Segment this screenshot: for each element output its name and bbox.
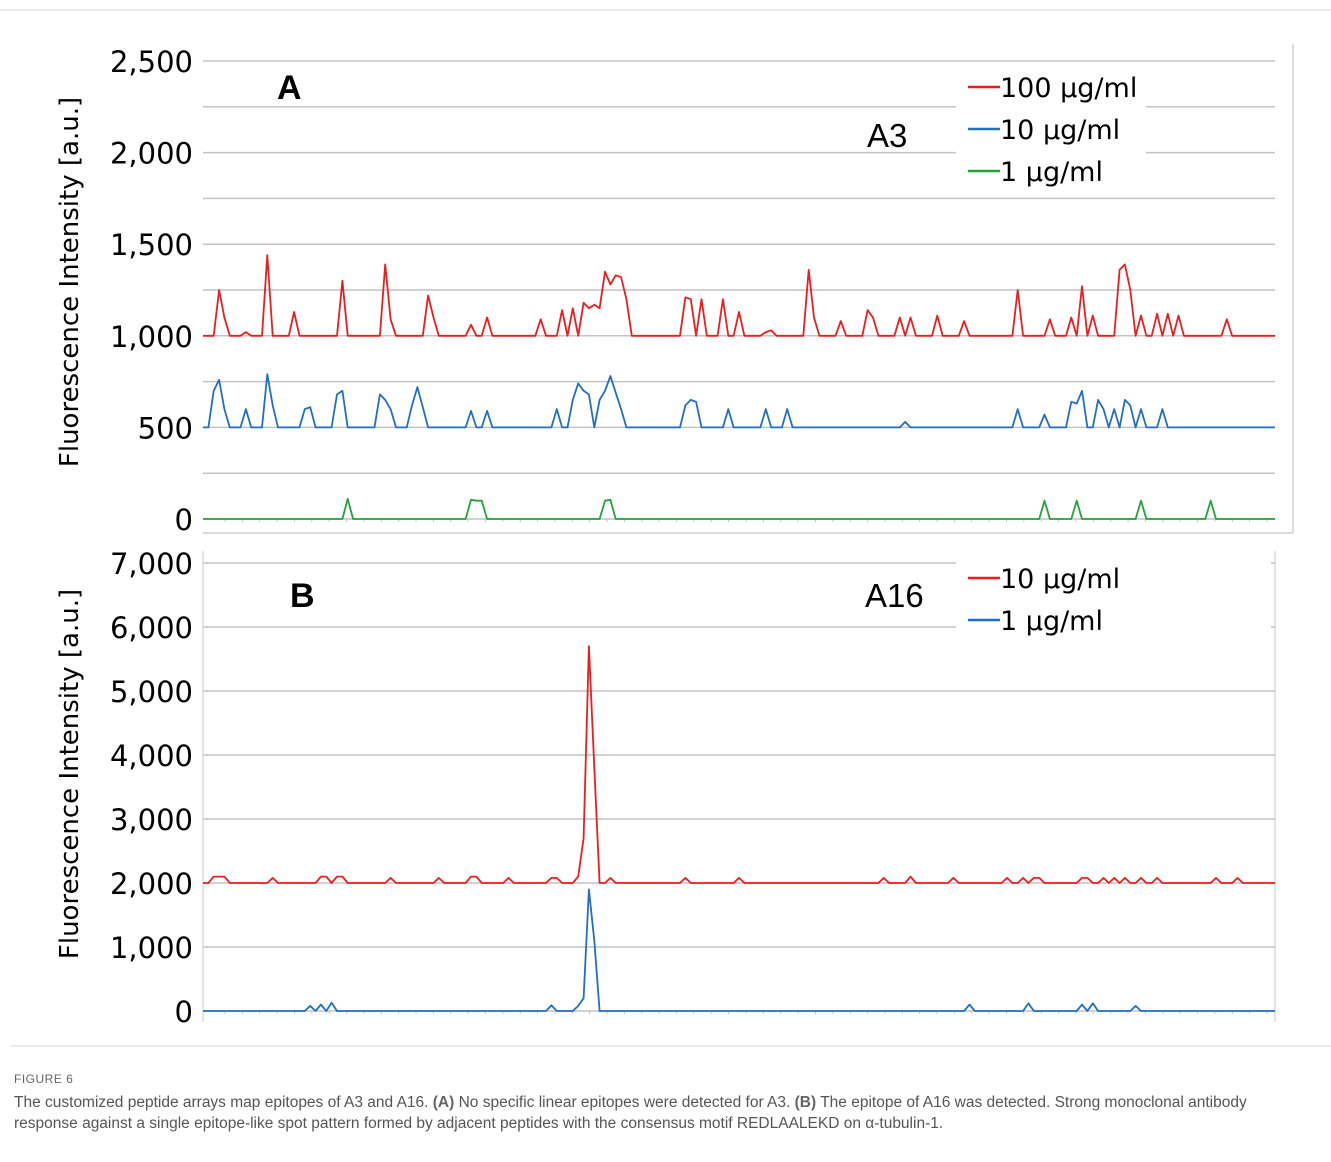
y-tick-label-a: 1,000 bbox=[110, 320, 193, 354]
legend-a: 100 µg/ml 10 µg/ml 1 µg/ml bbox=[968, 73, 1137, 188]
y-tick-label-b: 7,000 bbox=[110, 547, 193, 581]
y-tick-label-b: 4,000 bbox=[110, 739, 193, 773]
caption-b-label: (B) bbox=[794, 1094, 817, 1111]
caption-b-text: The epitope of A16 was detected. Strong … bbox=[14, 1094, 1247, 1132]
y-tick-label-b: 5,000 bbox=[110, 675, 193, 709]
legend-label-b-0: 10 µg/ml bbox=[1000, 564, 1120, 595]
legend-label-a-2: 1 µg/ml bbox=[1000, 157, 1103, 188]
y-axis-label-a: Fluorescence Intensity [a.u.] bbox=[55, 97, 85, 467]
y-ticks-a: 0 500 1,000 1,500 2,000 2,500 bbox=[110, 45, 193, 537]
y-tick-label-b: 2,000 bbox=[110, 867, 193, 901]
series-line-a-0 bbox=[203, 254, 1275, 337]
legend-label-b-1: 1 µg/ml bbox=[1000, 606, 1103, 637]
legend-b: 10 µg/ml 1 µg/ml bbox=[968, 564, 1120, 637]
panel-a-label: A bbox=[277, 69, 302, 107]
y-tick-label-b: 3,000 bbox=[110, 803, 193, 837]
chart-panel-b: 0 1,000 2,000 3,000 4,000 5,000 6,000 7,000 10 … bbox=[55, 547, 1276, 1029]
series-a bbox=[203, 254, 1275, 520]
y-tick-label-b: 6,000 bbox=[110, 611, 193, 645]
y-tick-label-b: 1,000 bbox=[110, 931, 193, 965]
figure-label: FIGURE 6 bbox=[14, 1072, 74, 1086]
figure-caption: FIGURE 6 The customized peptide arrays m… bbox=[14, 1072, 1314, 1134]
series-line-a-1 bbox=[203, 373, 1275, 429]
chart-panel-a: 0 500 1,000 1,500 2,000 2,500 100 µg/ml 10 µg/… bbox=[55, 44, 1294, 537]
caption-a-label: (A) bbox=[432, 1094, 455, 1111]
legend-label-a-1: 10 µg/ml bbox=[1000, 115, 1120, 146]
y-ticks-b: 0 1,000 2,000 3,000 4,000 5,000 6,000 7,000 bbox=[110, 547, 193, 1029]
series-line-b-1 bbox=[203, 888, 1275, 1012]
y-tick-label-b: 0 bbox=[175, 995, 193, 1029]
series-line-b-0 bbox=[203, 645, 1275, 884]
y-tick-label-a: 2,000 bbox=[110, 137, 193, 171]
y-tick-label-a: 2,500 bbox=[110, 45, 193, 79]
y-axis-label-b: Fluorescence Intensity [a.u.] bbox=[55, 589, 85, 959]
y-tick-label-a: 500 bbox=[138, 411, 193, 445]
series-b bbox=[203, 645, 1275, 1012]
caption-a-text: No specific linear epitopes were detecte… bbox=[458, 1094, 791, 1111]
y-tick-label-a: 1,500 bbox=[110, 228, 193, 262]
antibody-a16-label: A16 bbox=[865, 577, 924, 614]
grid-b bbox=[203, 562, 1275, 1012]
caption-lead: The customized peptide arrays map epitop… bbox=[14, 1094, 429, 1111]
panel-b-label: B bbox=[290, 577, 315, 615]
legend-label-a-0: 100 µg/ml bbox=[1000, 73, 1137, 104]
caption-text: The customized peptide arrays map epitop… bbox=[14, 1092, 1314, 1134]
antibody-a3-label: A3 bbox=[867, 117, 907, 154]
legend-b-background bbox=[956, 557, 1271, 647]
series-line-a-2 bbox=[203, 497, 1275, 520]
y-tick-label-a: 0 bbox=[175, 503, 193, 537]
